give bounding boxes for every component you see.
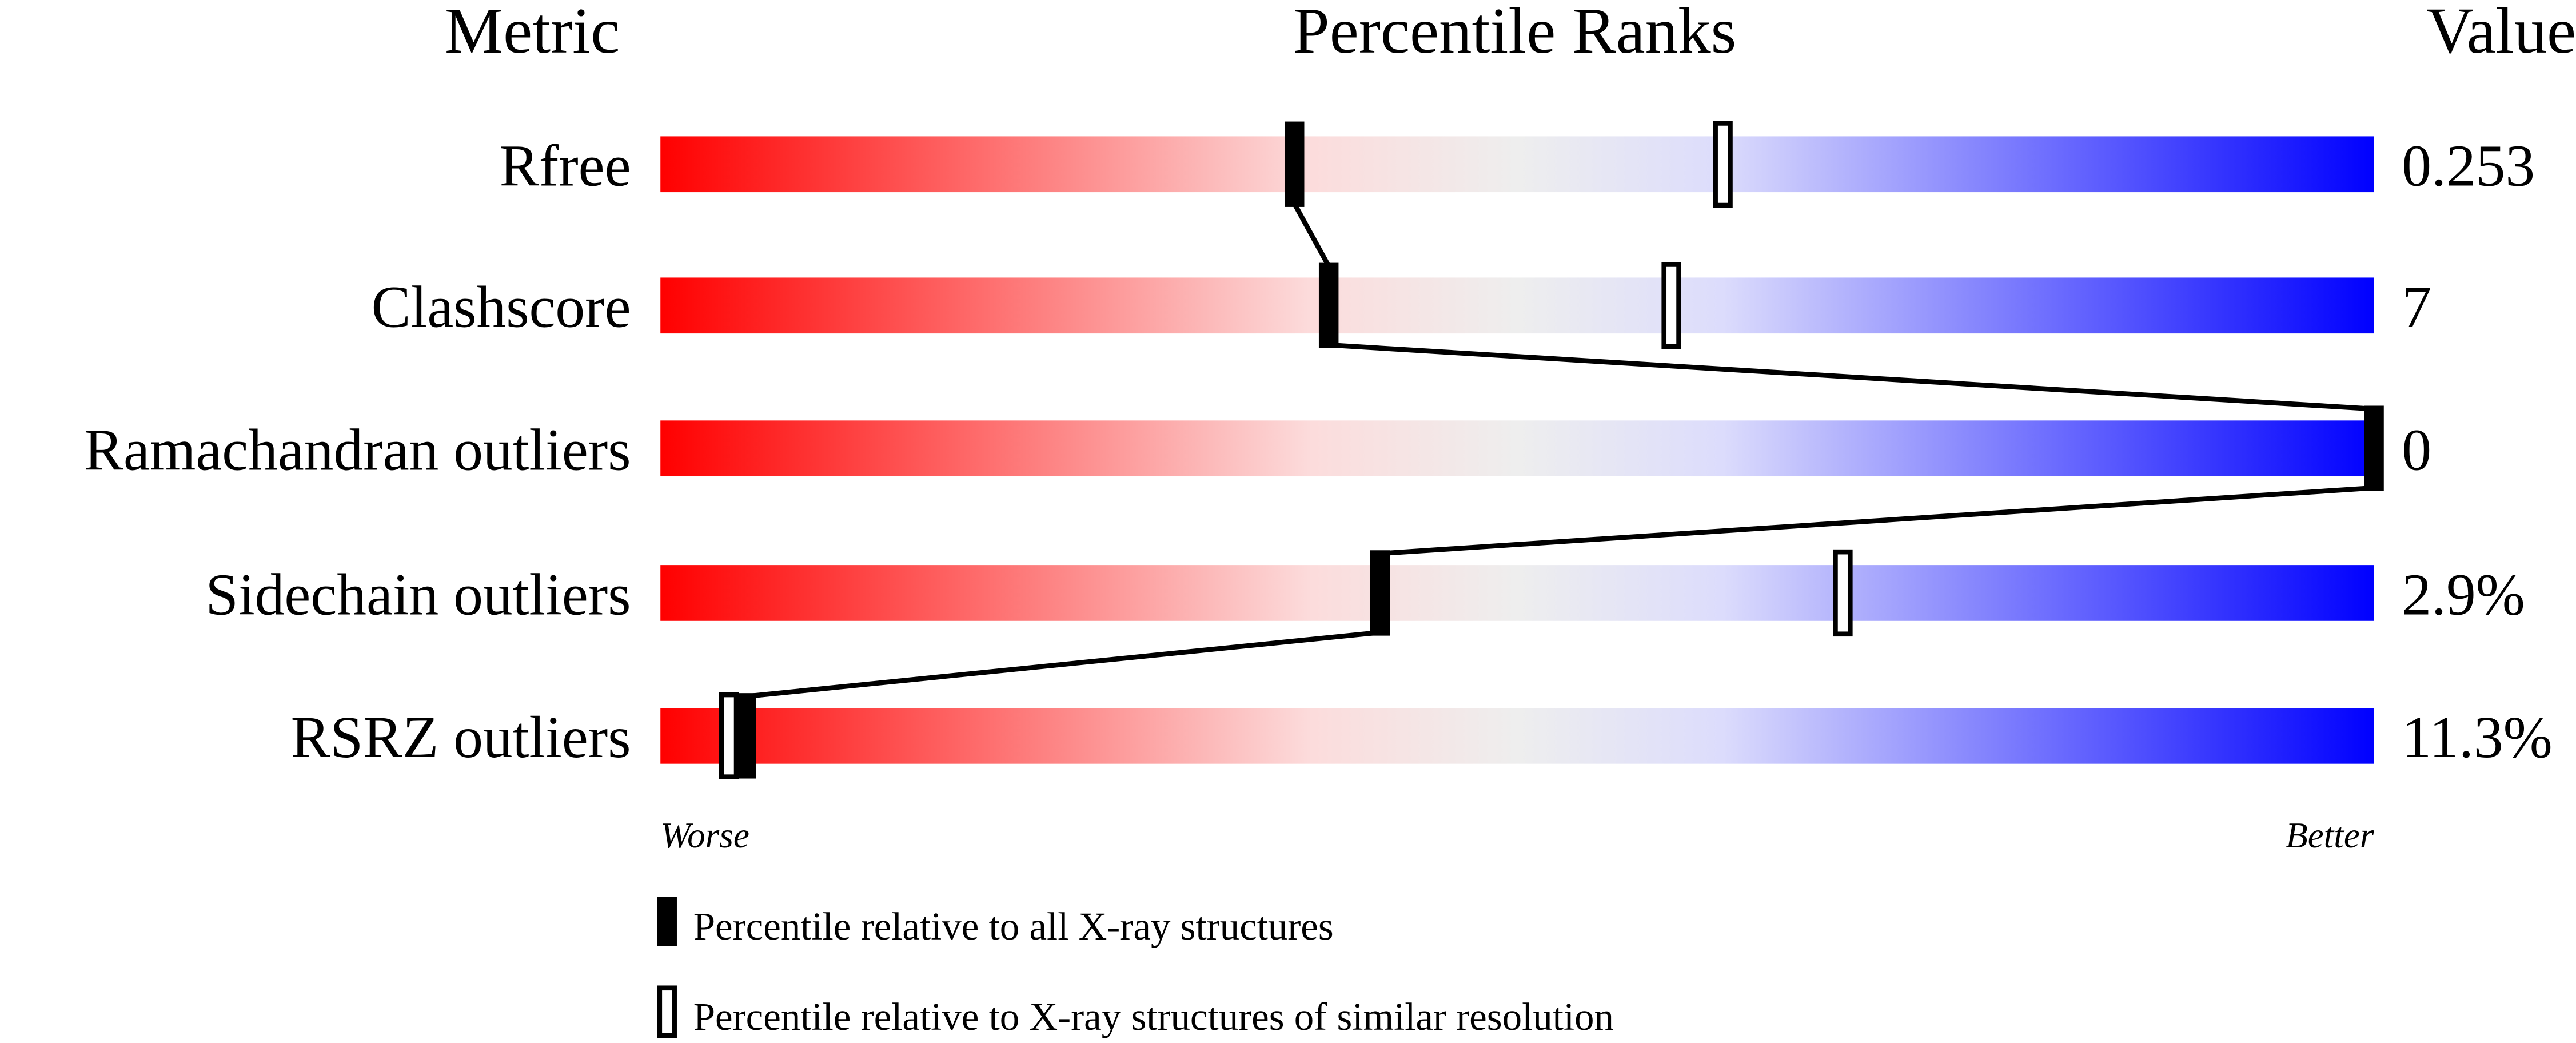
all-structures-marker xyxy=(2364,405,2384,491)
metric-value: 2.9% xyxy=(2402,562,2525,627)
metric-value: 11.3% xyxy=(2402,705,2552,770)
axis-label-better: Better xyxy=(2286,815,2374,855)
connector-line xyxy=(1328,342,2374,412)
metric-label: Clashscore xyxy=(372,275,631,340)
axis-label-worse: Worse xyxy=(660,815,749,855)
metric-value: 0 xyxy=(2402,418,2431,483)
header-percentile-ranks: Percentile Ranks xyxy=(1293,0,1737,67)
metric-label: Sidechain outliers xyxy=(205,562,631,627)
percentile-bar xyxy=(660,565,2374,621)
similar-resolution-marker xyxy=(1833,549,1853,637)
all-structures-marker xyxy=(1318,262,1339,348)
similar-resolution-marker xyxy=(1713,121,1733,208)
header-metric: Metric xyxy=(445,0,620,67)
connector-line xyxy=(745,630,1381,699)
percentile-bar xyxy=(660,420,2374,477)
connector-line xyxy=(1379,485,2374,556)
percentile-bar xyxy=(660,136,2374,193)
similar-resolution-marker xyxy=(719,692,739,779)
legend-filled-label: Percentile relative to all X-ray structu… xyxy=(693,905,1334,948)
legend-open-marker xyxy=(657,985,677,1038)
percentile-bar xyxy=(660,708,2374,764)
all-structures-marker xyxy=(1284,121,1305,207)
metric-value: 0.253 xyxy=(2402,134,2535,199)
metric-label: RSRZ outliers xyxy=(291,705,631,770)
all-structures-marker xyxy=(736,693,756,779)
all-structures-marker xyxy=(1370,550,1390,636)
similar-resolution-marker xyxy=(1661,262,1681,349)
metric-value: 7 xyxy=(2402,275,2431,340)
percentile-bar xyxy=(660,277,2374,334)
header-value: Value xyxy=(2426,0,2576,67)
legend-open-label: Percentile relative to X-ray structures … xyxy=(693,995,1614,1038)
legend-filled-marker xyxy=(657,897,677,946)
metric-label: Ramachandran outliers xyxy=(84,418,631,483)
metric-label: Rfree xyxy=(500,134,631,199)
connector-line xyxy=(1292,202,1331,268)
